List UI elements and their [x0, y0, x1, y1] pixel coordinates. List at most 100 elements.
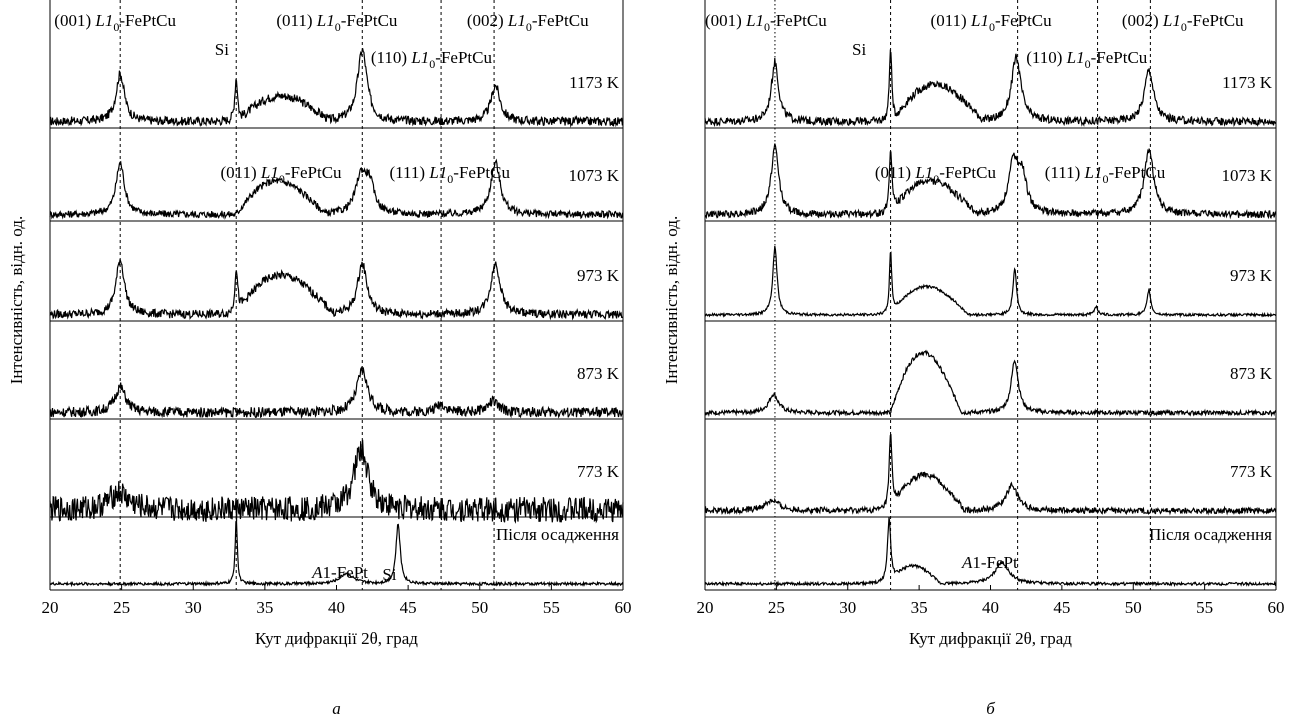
- peak-annotation: (111) L10-FePtCu: [390, 163, 511, 186]
- x-tick-label: 30: [839, 598, 856, 617]
- annotation-hkl: (011): [875, 163, 915, 182]
- annotation-phase: L1: [1084, 163, 1103, 182]
- peak-annotation: (001) L10-FePtCu: [54, 11, 176, 34]
- x-axis-label: Кут дифракції 2θ, град: [255, 629, 418, 648]
- temperature-label: Після осадження: [1149, 525, 1272, 544]
- annotation-subscript: 0: [1085, 57, 1091, 71]
- temperature-label: 973 K: [577, 266, 620, 285]
- annotation-phase: L1: [914, 163, 933, 182]
- annotation-phase: L1: [94, 11, 113, 30]
- xrd-series-line: [49, 48, 624, 128]
- annotation-phase: L1: [1162, 11, 1181, 30]
- annotation-phase: L1: [260, 163, 279, 182]
- annotation-subscript: 0: [335, 20, 341, 34]
- annotation-hkl: (002): [467, 11, 508, 30]
- annotation-subscript: 0: [429, 57, 435, 71]
- annotation-phase: A: [311, 563, 323, 582]
- annotation-phase: L1: [1066, 48, 1085, 67]
- annotation-hkl: (001): [54, 11, 95, 30]
- x-tick-label: 20: [697, 598, 714, 617]
- annotation-suffix: -FePtCu: [939, 163, 996, 182]
- peak-annotation: (011) L10-FePtCu: [875, 163, 997, 186]
- xrd-series-line: [704, 49, 1277, 128]
- temperature-label: 973 K: [1230, 266, 1273, 285]
- x-tick-label: 30: [185, 598, 202, 617]
- x-tick-label: 35: [256, 598, 273, 617]
- panel-label: б: [986, 699, 995, 718]
- annotation-hkl: (002): [1122, 11, 1163, 30]
- temperature-label: 1073 K: [1221, 166, 1272, 185]
- annotation-subscript: 0: [1103, 172, 1109, 186]
- x-tick-label: 60: [1268, 598, 1285, 617]
- annotation-hkl: (011): [220, 163, 260, 182]
- annotation-suffix: -FePtCu: [995, 11, 1052, 30]
- annotation-suffix: -FePtCu: [1091, 48, 1148, 67]
- temperature-label: 773 K: [1230, 462, 1273, 481]
- annotation-subscript: 0: [279, 172, 285, 186]
- annotation-suffix: -FePtCu: [453, 163, 510, 182]
- y-axis-label: Інтенсивність, відн. од.: [662, 216, 681, 384]
- temperature-label: 1173 K: [569, 73, 620, 92]
- x-tick-label: 25: [113, 598, 130, 617]
- temperature-label: 773 K: [577, 462, 620, 481]
- annotation-hkl: (110): [1026, 48, 1066, 67]
- x-tick-label: 40: [328, 598, 345, 617]
- chart-panel-a: 1173 K 1073 K 973 K 873 K 773 K Після осаджен…: [7, 0, 632, 718]
- si-annotation: Si: [215, 40, 229, 59]
- annotation-suffix: -FePtCu: [532, 11, 589, 30]
- temperature-label: 873 K: [1230, 364, 1273, 383]
- x-tick-label: 20: [42, 598, 59, 617]
- annotation-hkl: (111): [390, 163, 430, 182]
- x-tick-label: 40: [982, 598, 999, 617]
- x-tick-label: 55: [1196, 598, 1213, 617]
- annotation-hkl: (011): [931, 11, 971, 30]
- si-annotation: Si: [382, 565, 396, 584]
- xrd-series-line: [49, 519, 624, 588]
- annotation-suffix: -FePtCu: [770, 11, 827, 30]
- temperature-label: 1073 K: [568, 166, 619, 185]
- annotation-hkl: (001): [705, 11, 746, 30]
- annotation-suffix: -FePtCu: [1187, 11, 1244, 30]
- annotation-phase: L1: [745, 11, 764, 30]
- peak-annotation: (110) L10-FePtCu: [371, 48, 493, 71]
- annotation-subscript: 0: [764, 20, 770, 34]
- y-axis-label: Інтенсивність, відн. од.: [7, 216, 26, 384]
- annotation-suffix: -FePtCu: [1109, 163, 1166, 182]
- xrd-series-line: [704, 349, 1277, 418]
- peak-annotation: (002) L10-FePtCu: [467, 11, 589, 34]
- xrd-series-line: [49, 439, 624, 524]
- annotation-phase: L1: [507, 11, 526, 30]
- annotation-phase: A: [961, 553, 973, 572]
- peak-annotation: (110) L10-FePtCu: [1026, 48, 1148, 71]
- annotation-suffix: -FePtCu: [285, 163, 342, 182]
- x-tick-label: 45: [400, 598, 417, 617]
- peak-annotation: (011) L10-FePtCu: [220, 163, 342, 186]
- x-tick-label: 50: [1125, 598, 1142, 617]
- annotation-suffix: -FePtCu: [435, 48, 492, 67]
- x-tick-label: 25: [768, 598, 785, 617]
- peak-annotation: (011) L10-FePtCu: [276, 11, 398, 34]
- annotation-subscript: 0: [447, 172, 453, 186]
- peak-annotation: (111) L10-FePtCu: [1045, 163, 1166, 186]
- peak-annotation: (011) L10-FePtCu: [931, 11, 1053, 34]
- xrd-series-line: [704, 245, 1277, 319]
- si-annotation: Si: [852, 40, 866, 59]
- temperature-label: Після осадження: [496, 525, 619, 544]
- x-axis-label: Кут дифракції 2θ, град: [909, 629, 1072, 648]
- annotation-subscript: 0: [989, 20, 995, 34]
- annotation-suffix: -FePtCu: [119, 11, 176, 30]
- annotation-phase: L1: [410, 48, 429, 67]
- annotation-subscript: 0: [933, 172, 939, 186]
- xrd-series-line: [49, 366, 624, 419]
- panel-label: а: [332, 699, 341, 718]
- xrd-series-line: [704, 143, 1277, 220]
- annotation-suffix: 1-FePt: [972, 553, 1018, 572]
- temperature-label: 873 K: [577, 364, 620, 383]
- chart-panel-b: 1173 K 1073 K 973 K 873 K 773 K Після осаджен…: [662, 0, 1285, 718]
- x-tick-label: 60: [615, 598, 632, 617]
- xrd-series-line: [704, 517, 1277, 588]
- annotation-hkl: (111): [1045, 163, 1085, 182]
- annotation-phase: L1: [970, 11, 989, 30]
- annotation-subscript: 0: [113, 20, 119, 34]
- xrd-series-line: [49, 259, 624, 321]
